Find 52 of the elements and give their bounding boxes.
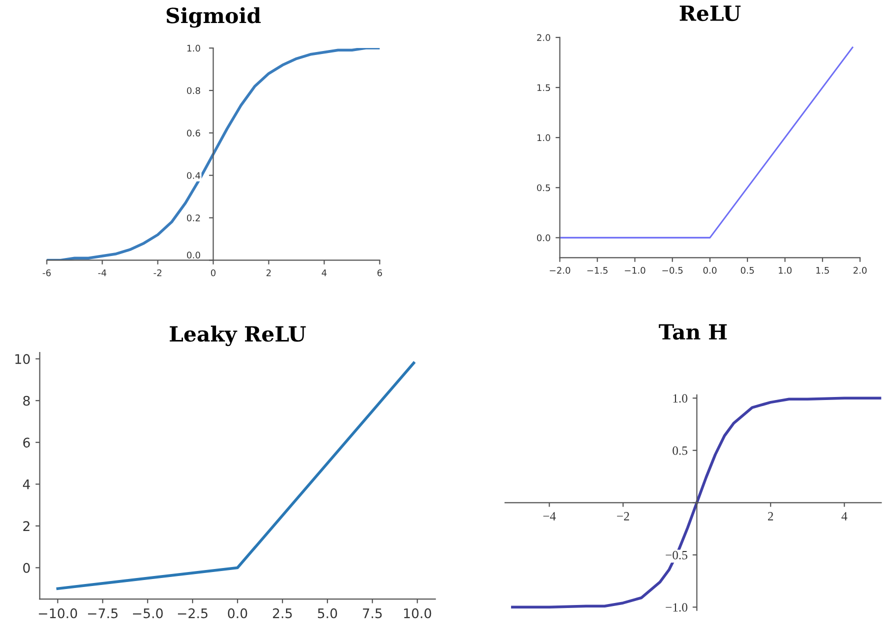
x-tick-label: −7.5 xyxy=(88,608,118,618)
x-tick-label: 6 xyxy=(377,269,382,276)
chart-title: ReLU xyxy=(680,6,741,22)
x-tick-label: −1.5 xyxy=(587,267,608,274)
x-tick-label: 4 xyxy=(841,512,848,520)
x-tick-label: 0.5 xyxy=(740,266,754,274)
y-tick-label: 2 xyxy=(23,521,30,531)
x-tick-label: −2.5 xyxy=(178,608,208,618)
x-tick-label: −5.0 xyxy=(133,608,163,618)
y-tick-label: 0.8 xyxy=(186,87,200,94)
y-tick-label: 0 xyxy=(23,562,30,573)
y-tick-label: 0.5 xyxy=(537,184,550,192)
y-tick-label: 1.0 xyxy=(673,394,688,403)
x-tick-label: 0 xyxy=(210,269,216,276)
x-tick-label: 1.5 xyxy=(816,267,829,274)
x-tick-label: 10.0 xyxy=(404,608,432,618)
x-tick-label: 2 xyxy=(768,512,774,520)
y-tick-label: 2.0 xyxy=(537,34,550,41)
x-tick-label: −10.0 xyxy=(38,608,78,618)
x-tick-label: -4 xyxy=(98,270,106,276)
x-tick-label: 0.0 xyxy=(703,266,717,274)
x-tick-label: -2 xyxy=(154,269,162,276)
chart-title: Sigmoid xyxy=(166,7,261,28)
x-tick-label: −4 xyxy=(543,512,556,520)
x-tick-label: −1.0 xyxy=(624,266,646,274)
x-tick-label: 5.0 xyxy=(318,608,338,618)
y-tick-label: 0.6 xyxy=(186,130,200,136)
y-tick-label: 0.2 xyxy=(186,214,200,222)
y-tick-label: 1.0 xyxy=(537,134,550,142)
y-tick-label: 0.5 xyxy=(672,446,688,455)
y-tick-label: 0.0 xyxy=(186,252,200,258)
x-tick-label: -6 xyxy=(42,269,51,276)
chart-title: Leaky ReLU xyxy=(170,326,306,346)
x-tick-label: 7.5 xyxy=(362,608,382,618)
x-tick-label: −2 xyxy=(617,512,630,520)
y-tick-label: 6 xyxy=(23,438,30,448)
x-tick-label: 2.0 xyxy=(854,266,867,274)
y-tick-label: 0.4 xyxy=(186,172,200,179)
y-tick-label: 1.0 xyxy=(187,44,200,52)
chart-title: Tan H xyxy=(658,324,727,340)
x-tick-label: −2.0 xyxy=(550,266,570,274)
x-tick-label: 1.0 xyxy=(778,266,792,274)
x-tick-label: 2 xyxy=(266,269,271,276)
y-tick-label: 1.5 xyxy=(537,84,550,92)
y-tick-label: −0.5 xyxy=(666,550,688,560)
y-tick-label: 0.0 xyxy=(537,234,550,242)
x-tick-label: 0.0 xyxy=(228,608,248,618)
x-tick-label: 2.5 xyxy=(272,608,292,618)
y-tick-label: 4 xyxy=(22,480,30,490)
y-tick-label: 8 xyxy=(23,396,30,406)
x-tick-label: 4 xyxy=(322,270,327,276)
y-tick-label: 10 xyxy=(15,354,30,364)
